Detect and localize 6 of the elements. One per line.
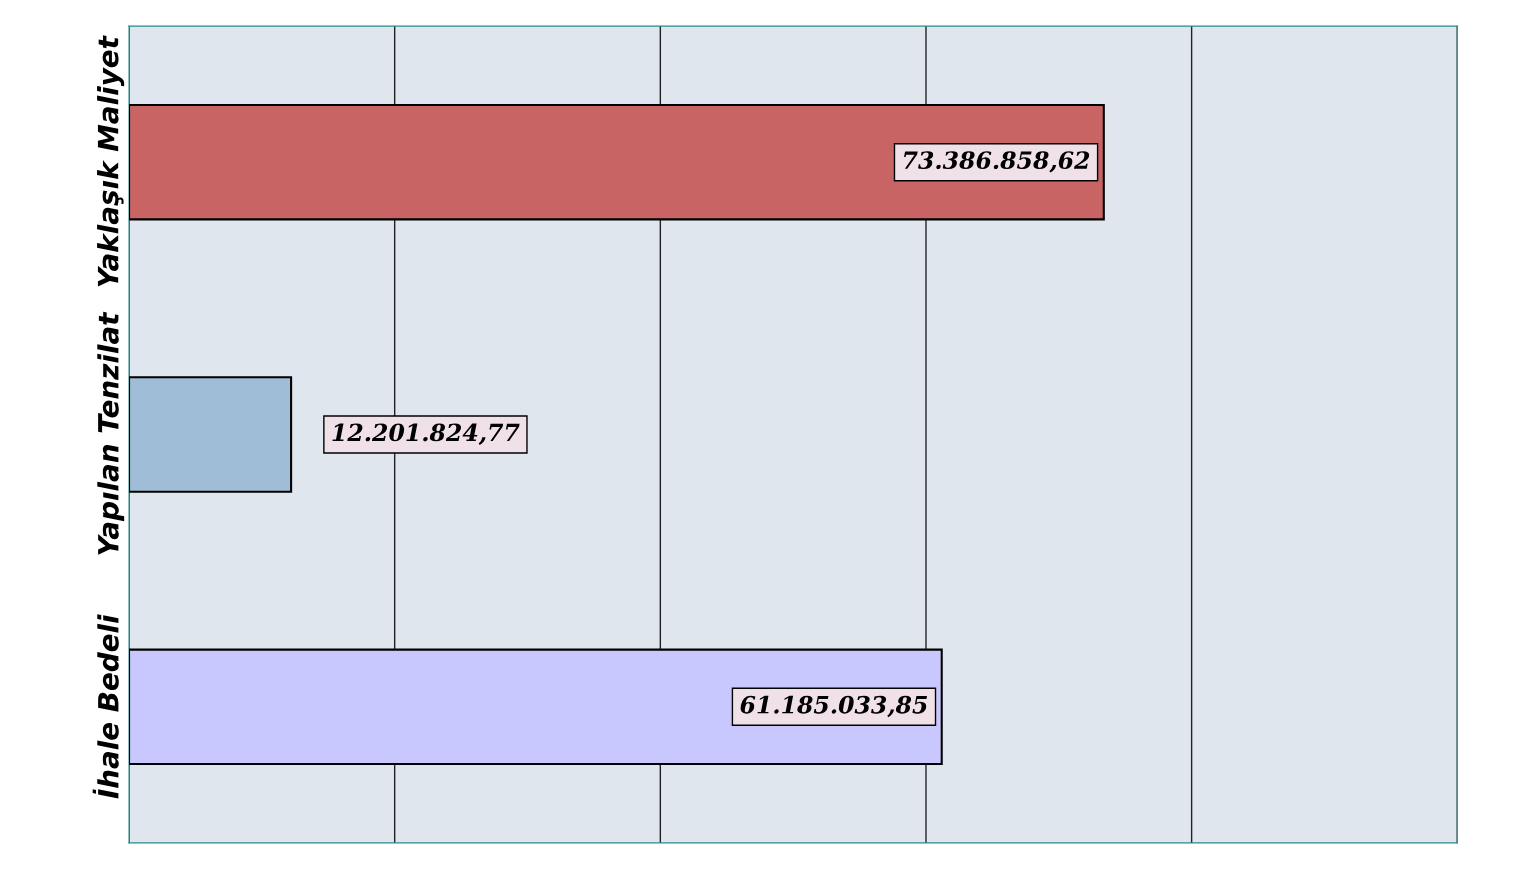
y-tick-label: Yapılan Tenzilat (97, 311, 125, 555)
data-label: 73.386.858,62 (904, 151, 1090, 173)
y-tick-label: Yaklaşık Maliyet (97, 35, 125, 287)
data-label: 61.185.033,85 (740, 695, 928, 718)
y-tick-label: İhale Bedeli (92, 614, 119, 799)
data-label: 12.201.824,77 (332, 423, 520, 445)
